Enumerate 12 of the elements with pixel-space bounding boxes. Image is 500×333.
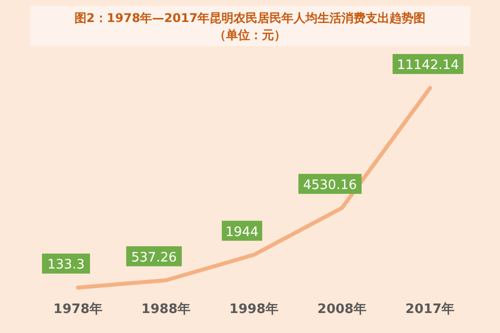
data-label: 133.3 [47, 258, 85, 273]
x-tick-label: 1998年 [229, 302, 279, 317]
x-tick-label: 2017年 [405, 302, 455, 317]
data-label: 1944 [225, 224, 259, 240]
data-label: 11142.14 [396, 58, 460, 73]
data-label: 537.26 [131, 250, 177, 266]
x-tick-label: 1978年 [53, 302, 103, 317]
x-tick-label: 2008年 [317, 302, 367, 317]
chart-title: 图2：1978年—2017年昆明农民居民年人均生活消费支出趋势图 [74, 11, 426, 25]
chart-subtitle: （单位：元） [214, 28, 286, 42]
data-label: 4530.16 [303, 178, 357, 193]
x-tick-label: 1988年 [141, 302, 191, 317]
